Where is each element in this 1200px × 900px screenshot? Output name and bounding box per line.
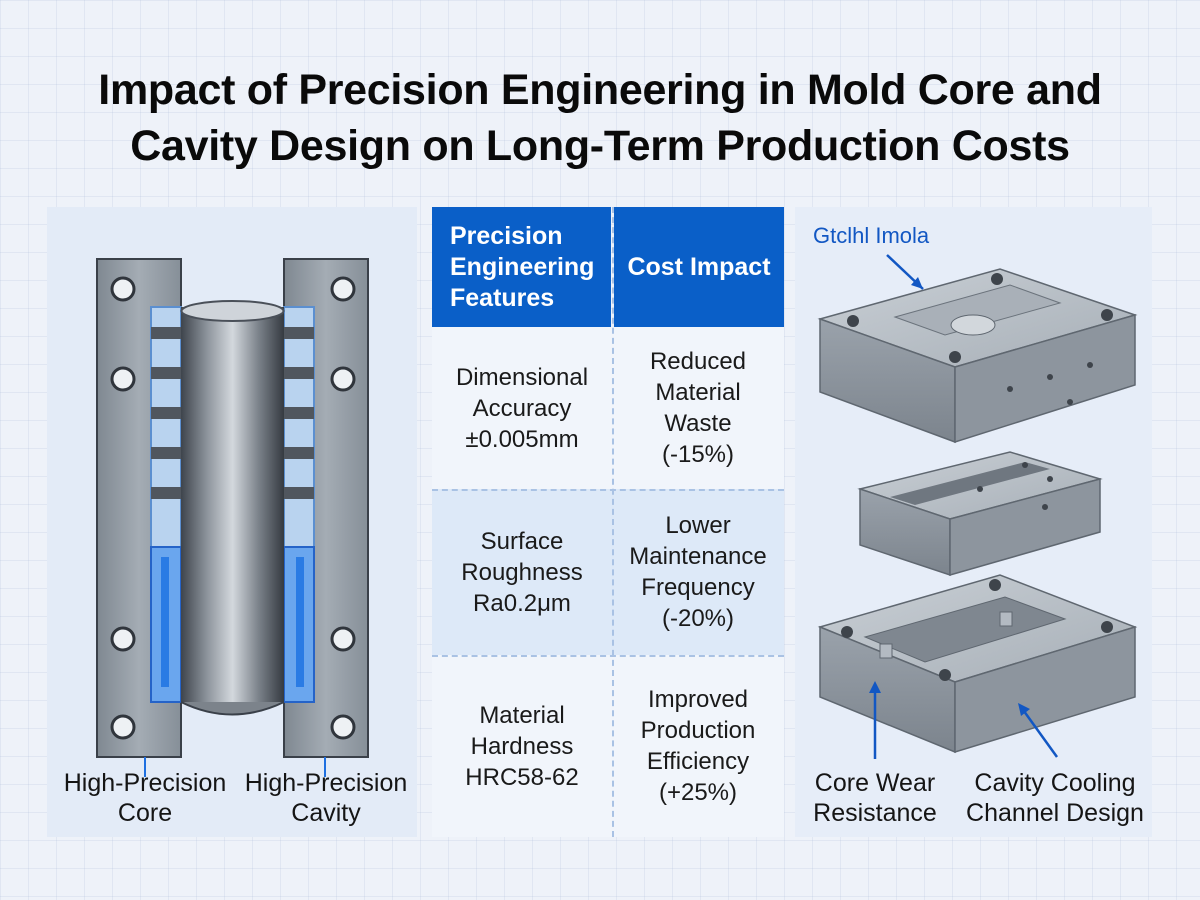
table-row-3-impact: Improved Production Efficiency (+25%) — [612, 655, 784, 837]
table-header-features: Precision Engineering Features — [432, 207, 611, 327]
mold-bottom-plate — [817, 574, 1138, 754]
core-plate — [96, 258, 182, 758]
core-caption: High-Precision Core — [55, 768, 235, 828]
table-row-divider — [432, 655, 784, 657]
header-features-line-2: Engineering — [450, 252, 595, 281]
cavity-caption: High-Precision Cavity — [237, 768, 415, 828]
top-mold-label: Gtclhl Imola — [813, 223, 930, 248]
mold-assembly-panel: Gtclhl Imola Core Wear Resistance Cavity… — [795, 207, 1152, 837]
table-row-1-impact: Reduced Material Waste (-15%) — [612, 327, 784, 489]
header-features-line-3: Features — [450, 283, 555, 312]
core-wear-arrow — [869, 681, 881, 759]
table-row-1-feature: Dimensional Accuracy ±0.005mm — [432, 327, 612, 489]
page-title: Impact of Precision Engineering in Mold … — [0, 62, 1200, 174]
cavity-caption-line-2: Cavity — [291, 799, 361, 827]
mold-top-plate — [817, 268, 1138, 444]
title-line-1: Impact of Precision Engineering in Mold … — [98, 66, 1102, 114]
core-caption-line-1: High-Precision — [63, 769, 227, 797]
table-row-divider — [432, 489, 784, 491]
top-label-arrow — [886, 254, 924, 290]
table-column-divider — [612, 207, 614, 837]
table-row-2-feature: Surface Roughness Ra0.2μm — [432, 489, 612, 655]
core-caption-line-2: Core — [117, 799, 173, 827]
table-row-2-impact: Lower Maintenance Frequency (-20%) — [612, 489, 784, 655]
cooling-caption: Cavity Cooling Channel Design — [966, 769, 1144, 827]
header-features-line-1: Precision — [450, 221, 563, 250]
cavity-caption-line-1: High-Precision — [244, 769, 408, 797]
core-cavity-panel: High-Precision Core High-Precision Cavit… — [47, 207, 417, 837]
table-header-impact: Cost Impact — [614, 207, 784, 327]
title-line-2: Cavity Design on Long-Term Production Co… — [130, 122, 1070, 170]
cooling-arrow — [1018, 703, 1059, 758]
core-cavity-illustration — [96, 258, 369, 777]
core-wear-caption: Core Wear Resistance — [813, 769, 937, 827]
mold-assembly-illustration — [817, 254, 1138, 759]
mold-middle-insert — [857, 451, 1103, 577]
cavity-plate — [283, 258, 369, 758]
precision-cost-table: Precision Engineering Features Cost Impa… — [432, 207, 784, 837]
mold-cylinder — [180, 300, 285, 716]
table-row-3-feature: Material Hardness HRC58-62 — [432, 655, 612, 837]
